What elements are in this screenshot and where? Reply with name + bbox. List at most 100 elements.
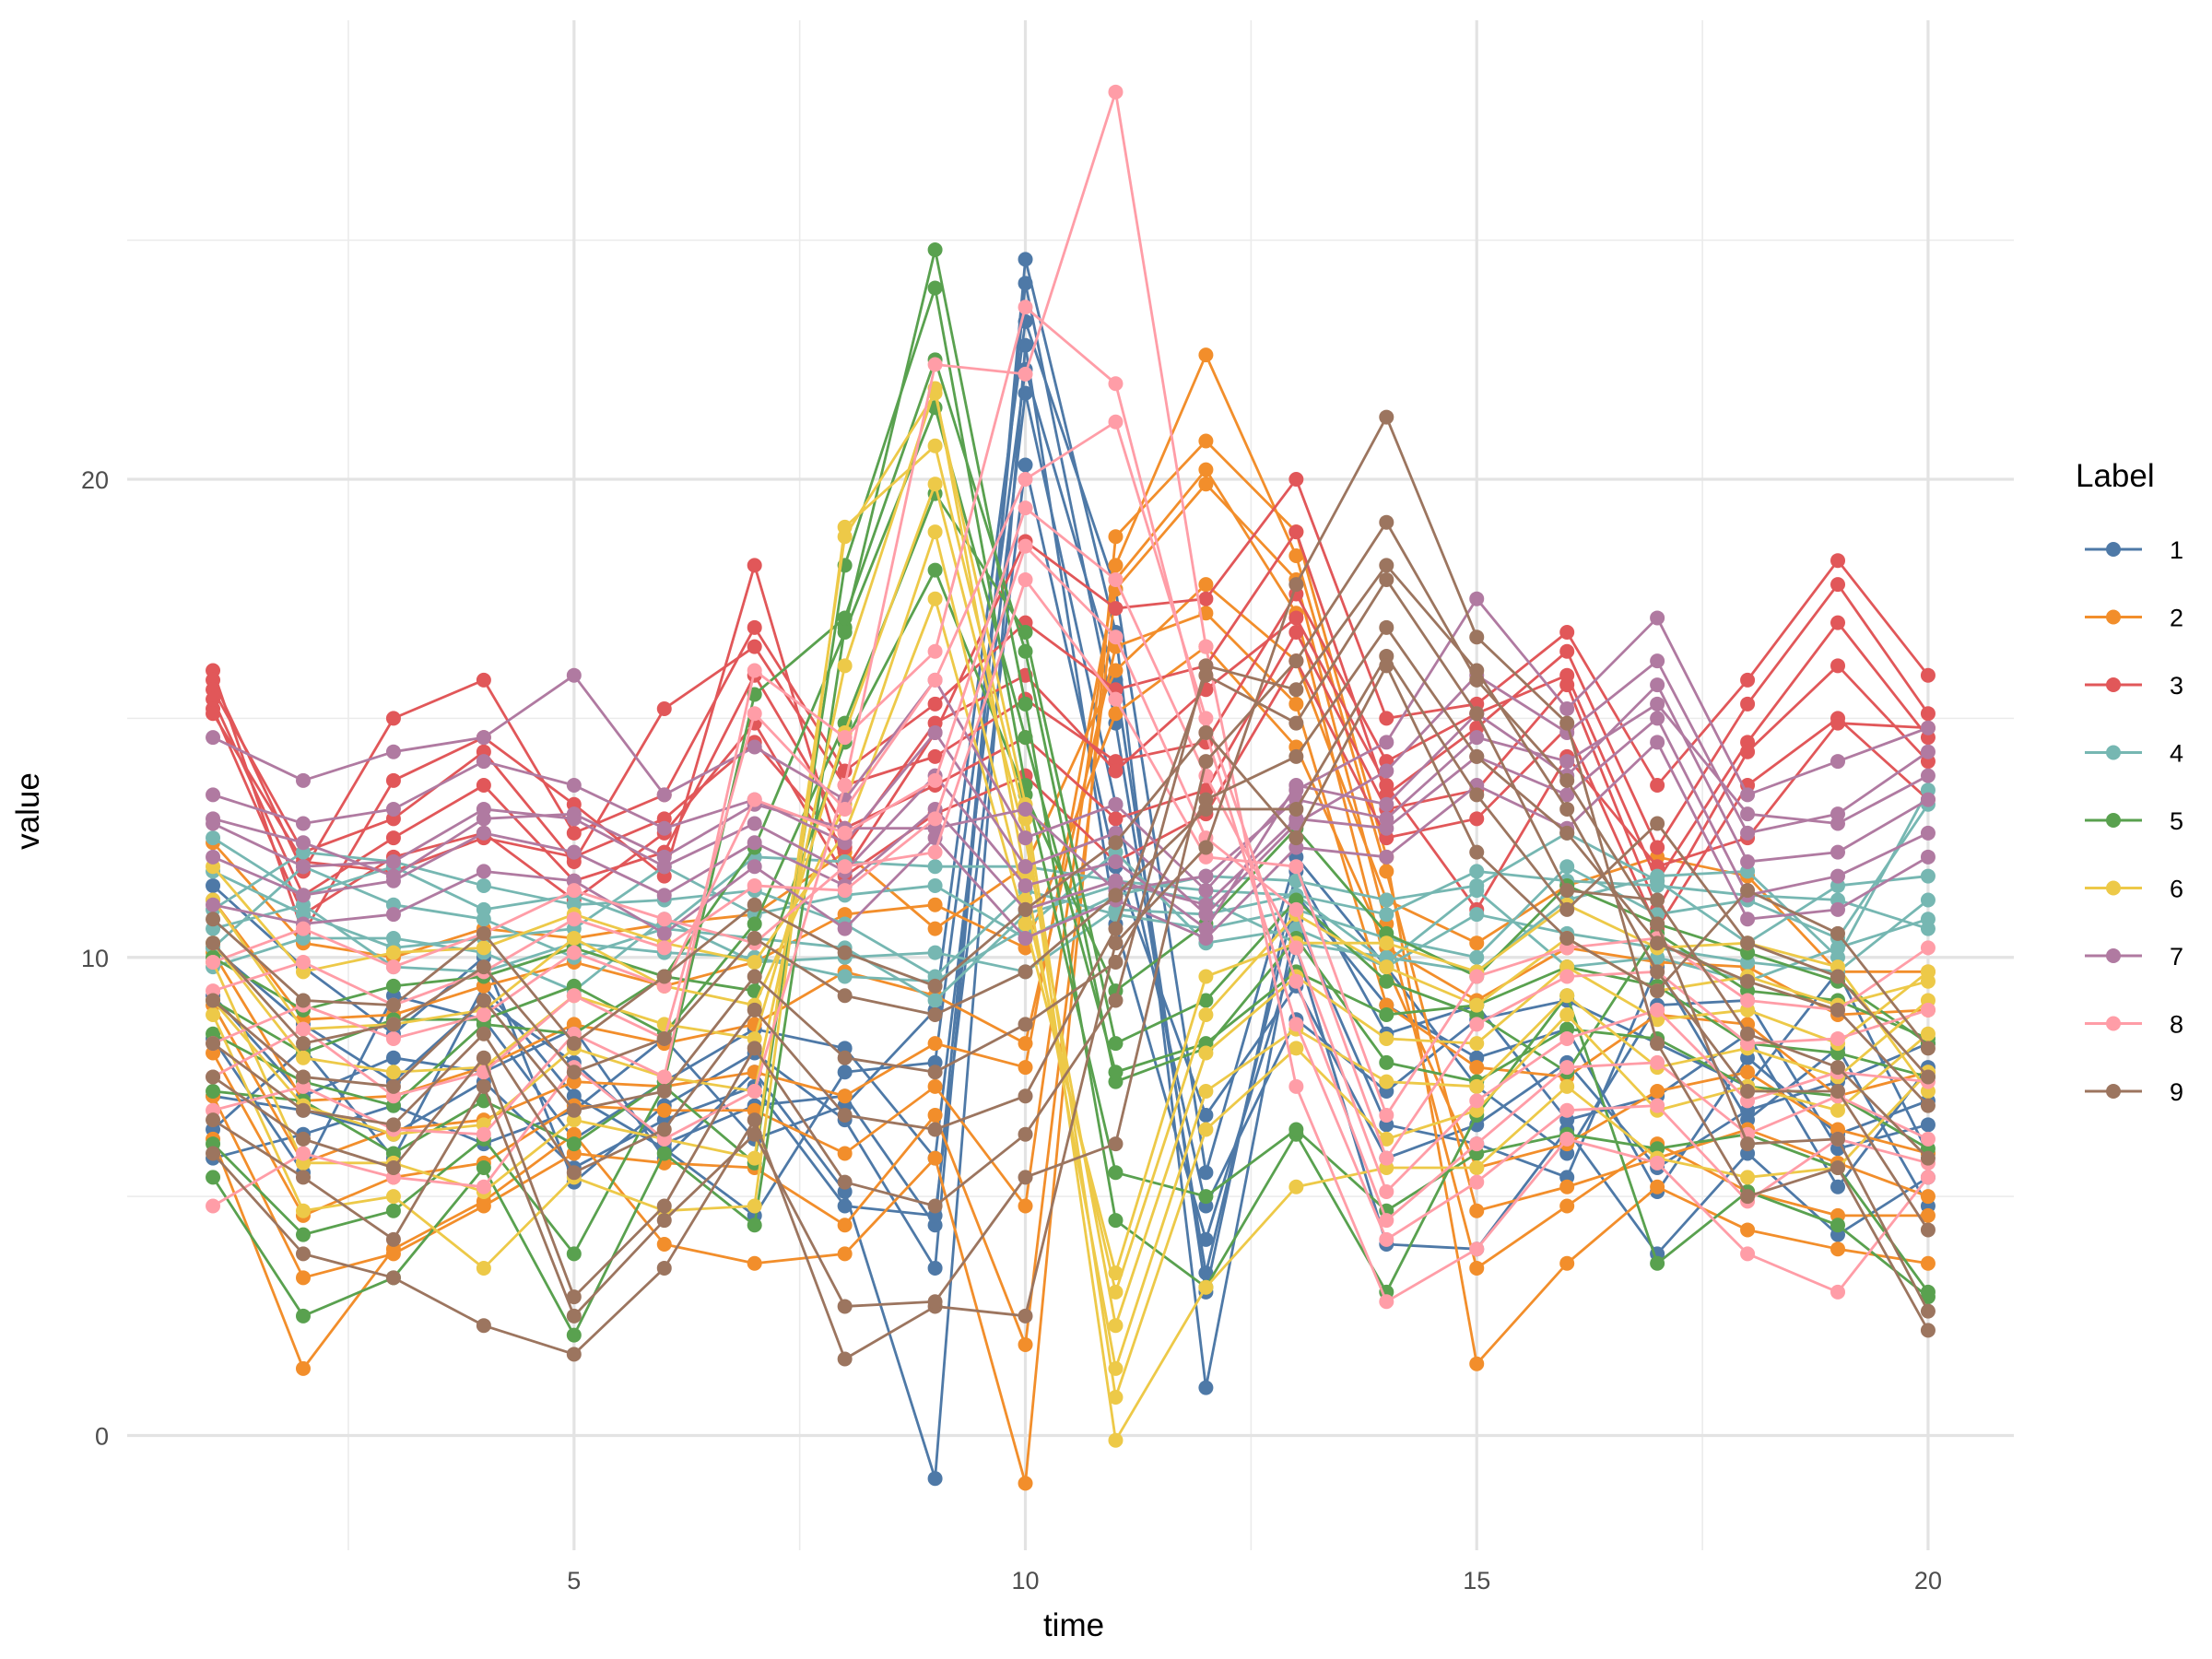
legend-title: Label bbox=[2076, 458, 2155, 494]
data-point bbox=[385, 854, 401, 869]
data-point bbox=[1108, 84, 1124, 100]
data-point bbox=[1108, 1165, 1124, 1181]
data-point bbox=[1650, 840, 1665, 855]
data-point bbox=[295, 1131, 311, 1147]
data-point bbox=[656, 701, 672, 716]
data-point bbox=[1559, 1179, 1575, 1194]
data-point bbox=[566, 1308, 582, 1324]
data-point bbox=[206, 993, 221, 1008]
data-point bbox=[1469, 1136, 1485, 1152]
data-point bbox=[385, 1030, 401, 1046]
data-point bbox=[1379, 849, 1394, 865]
data-point bbox=[1469, 883, 1485, 899]
data-point bbox=[1559, 801, 1575, 817]
legend-label: 1 bbox=[2170, 536, 2183, 564]
data-point bbox=[1108, 1213, 1124, 1229]
data-point bbox=[1379, 796, 1394, 812]
data-point bbox=[1379, 973, 1394, 989]
data-point bbox=[206, 849, 221, 865]
data-point bbox=[1108, 854, 1124, 869]
x-tick-label: 20 bbox=[1914, 1567, 1942, 1594]
data-point bbox=[385, 1065, 401, 1080]
data-point bbox=[1018, 1060, 1033, 1076]
data-point bbox=[837, 1107, 853, 1123]
data-point bbox=[1740, 1026, 1756, 1041]
series-line bbox=[212, 305, 1929, 1241]
data-point bbox=[1288, 1122, 1304, 1137]
data-point bbox=[747, 931, 762, 946]
series-line bbox=[212, 416, 1930, 1360]
data-point bbox=[385, 1231, 401, 1247]
data-point bbox=[1018, 931, 1033, 946]
data-point bbox=[1018, 801, 1033, 817]
data-point bbox=[1830, 1102, 1846, 1118]
series-line bbox=[212, 281, 1929, 1275]
data-point bbox=[1379, 1107, 1394, 1123]
series-line bbox=[212, 831, 1929, 949]
data-point bbox=[1740, 1084, 1756, 1099]
data-point bbox=[1650, 816, 1665, 831]
data-point bbox=[476, 672, 491, 688]
data-point bbox=[747, 954, 762, 970]
series-line bbox=[212, 287, 1930, 1293]
data-point bbox=[747, 792, 762, 807]
series-line bbox=[212, 358, 1929, 1155]
data-point bbox=[656, 940, 672, 956]
data-point bbox=[385, 978, 401, 994]
data-point bbox=[1379, 1007, 1394, 1022]
data-point bbox=[206, 954, 221, 970]
data-point bbox=[837, 1174, 853, 1190]
data-point bbox=[927, 438, 943, 453]
data-point bbox=[1920, 1026, 1936, 1041]
data-point bbox=[1920, 768, 1936, 783]
data-point bbox=[1198, 801, 1214, 817]
data-point bbox=[1288, 610, 1304, 626]
data-point bbox=[1288, 778, 1304, 793]
series-line bbox=[211, 617, 1929, 912]
data-point bbox=[1920, 921, 1936, 936]
legend: Label 1 2 3 4 5 6 7 8 9 bbox=[2076, 458, 2183, 1106]
data-point bbox=[1920, 1255, 1936, 1271]
data-point bbox=[1288, 577, 1304, 593]
data-point bbox=[1108, 529, 1124, 545]
data-point bbox=[1288, 696, 1304, 712]
data-point bbox=[1920, 892, 1936, 908]
data-point bbox=[1198, 433, 1214, 449]
data-point bbox=[295, 954, 311, 970]
data-point bbox=[385, 830, 401, 846]
data-point bbox=[1740, 1222, 1756, 1238]
legend-key-point bbox=[2106, 1084, 2121, 1099]
data-point bbox=[1198, 462, 1214, 477]
data-point bbox=[1830, 615, 1846, 630]
data-point bbox=[1920, 825, 1936, 841]
legend-label: 8 bbox=[2170, 1011, 2183, 1039]
data-point bbox=[837, 625, 853, 640]
data-point bbox=[656, 1260, 672, 1276]
data-point bbox=[656, 1030, 672, 1046]
data-point bbox=[206, 1112, 221, 1128]
series-line bbox=[212, 492, 1929, 1074]
data-point bbox=[1108, 571, 1124, 587]
data-point bbox=[206, 1146, 221, 1161]
series-line bbox=[211, 482, 1928, 1347]
series-line bbox=[212, 626, 1929, 1112]
data-point bbox=[566, 806, 582, 822]
data-point bbox=[1018, 538, 1033, 554]
data-point bbox=[927, 1294, 943, 1310]
data-point bbox=[927, 748, 943, 764]
data-point bbox=[656, 1084, 672, 1099]
data-point bbox=[1740, 1136, 1756, 1152]
data-point bbox=[1198, 1045, 1214, 1061]
data-point bbox=[1740, 696, 1756, 712]
data-point bbox=[1469, 730, 1485, 746]
data-point bbox=[1108, 993, 1124, 1008]
data-point bbox=[747, 1126, 762, 1142]
data-point bbox=[1018, 901, 1033, 917]
data-point bbox=[1559, 1078, 1575, 1094]
data-point bbox=[1559, 625, 1575, 640]
legend-items: 1 2 3 4 5 6 7 8 9 bbox=[2085, 536, 2183, 1106]
data-point bbox=[476, 778, 491, 793]
data-point bbox=[1920, 720, 1936, 735]
data-point bbox=[927, 945, 943, 960]
data-point bbox=[1830, 1179, 1846, 1194]
